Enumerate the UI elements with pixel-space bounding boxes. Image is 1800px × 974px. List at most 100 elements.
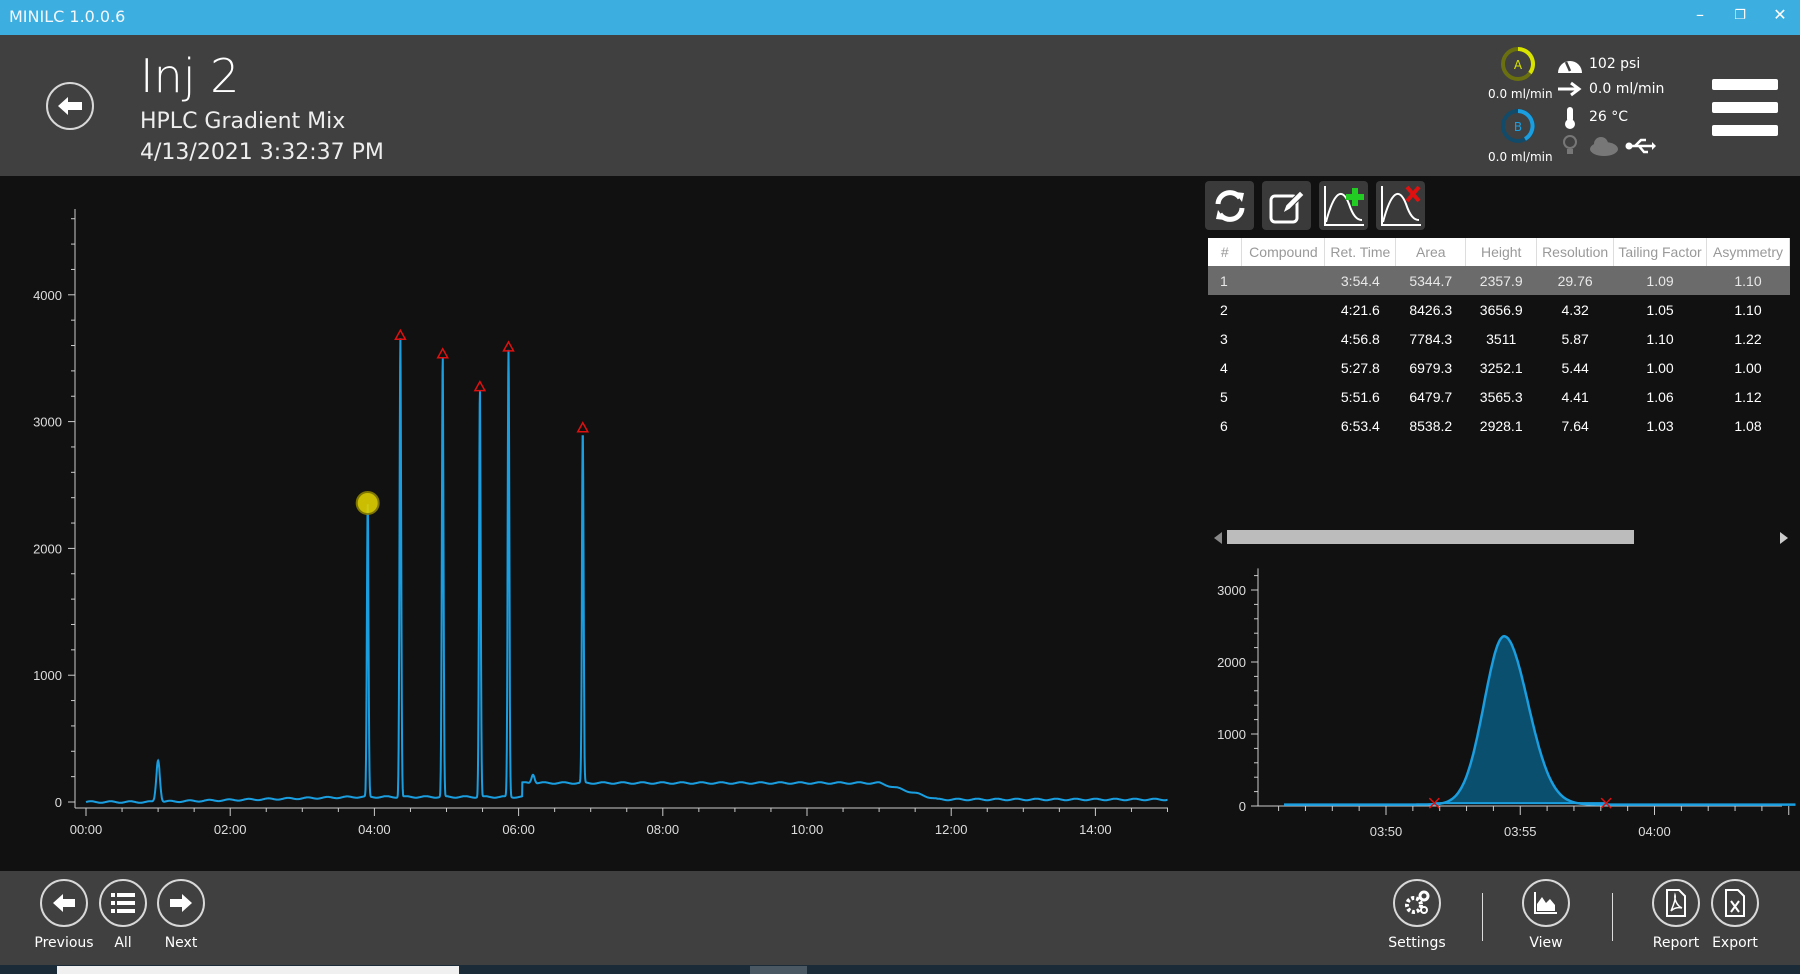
app-title: MINILC 1.0.0.6 bbox=[9, 7, 126, 26]
scroll-right-icon[interactable] bbox=[1780, 532, 1788, 544]
back-button[interactable] bbox=[46, 82, 94, 130]
table-header: # Compound Ret. Time Area Height Resolution Ta… bbox=[1208, 238, 1791, 266]
next-label: Next bbox=[164, 935, 198, 951]
table-row[interactable]: 6 6:53.4 8538.2 2928.1 7.64 1.03 1.08 bbox=[1208, 411, 1790, 440]
injection-datetime: 4/13/2021 3:32:37 PM bbox=[140, 140, 384, 165]
peak-toolbar bbox=[1205, 181, 1425, 230]
table-cell: 8426.3 bbox=[1409, 301, 1453, 318]
table-cell: 3 bbox=[1220, 330, 1228, 347]
next-button[interactable] bbox=[157, 879, 205, 927]
table-cell: 1.22 bbox=[1734, 330, 1762, 347]
x-tick-label: 08:00 bbox=[647, 822, 680, 837]
refresh-button[interactable] bbox=[1205, 181, 1254, 230]
report-label: Report bbox=[1652, 935, 1700, 951]
table-cell: 5 bbox=[1220, 388, 1228, 405]
y-tick-label: 4000 bbox=[33, 288, 62, 303]
restore-button[interactable]: ❐ bbox=[1734, 8, 1746, 23]
x-tick-label: 14:00 bbox=[1079, 822, 1112, 837]
x-tick-label: 03:50 bbox=[1370, 824, 1403, 839]
table-cell: 1.00 bbox=[1646, 359, 1674, 376]
report-button[interactable] bbox=[1652, 879, 1700, 927]
edit-button[interactable] bbox=[1262, 181, 1311, 230]
title-bar: MINILC 1.0.0.6 – ❐ ✕ bbox=[0, 0, 1800, 35]
y-tick-label: 3000 bbox=[33, 415, 62, 430]
table-cell: 1 bbox=[1208, 266, 1242, 295]
peak-marker bbox=[576, 421, 590, 433]
export-button[interactable] bbox=[1711, 879, 1759, 927]
table-cell: 7784.3 bbox=[1409, 330, 1453, 347]
pump-a-label: A bbox=[1514, 58, 1523, 72]
table-cell: 1.09 bbox=[1613, 266, 1707, 295]
pressure-gauge-icon bbox=[1558, 61, 1582, 73]
table-row[interactable]: 4 5:27.8 6979.3 3252.1 5.44 1.00 1.00 bbox=[1208, 353, 1790, 382]
peak-area-fill bbox=[1434, 636, 1607, 805]
x-tick-label: 06:00 bbox=[502, 822, 535, 837]
peak-detail-chart[interactable]: 0 1000 2000 3000 03:50 03:55 04:00 bbox=[1200, 556, 1800, 866]
column-header[interactable]: Resolution bbox=[1536, 238, 1615, 266]
minimize-button[interactable]: – bbox=[1696, 5, 1704, 24]
table-cell: 6:53.4 bbox=[1340, 417, 1380, 434]
peak-trace bbox=[1284, 634, 1796, 806]
table-cell bbox=[1242, 382, 1325, 411]
taskbar bbox=[0, 965, 1800, 974]
peak-table: # Compound Ret. Time Area Height Resolution Ta… bbox=[1208, 238, 1791, 440]
taskbar-item[interactable] bbox=[57, 966, 459, 974]
edit-icon bbox=[1269, 189, 1305, 223]
menu-button[interactable] bbox=[1712, 79, 1778, 149]
column-header[interactable]: # bbox=[1208, 238, 1243, 266]
table-cell: 2357.9 bbox=[1465, 266, 1537, 295]
table-cell: 3252.1 bbox=[1479, 359, 1523, 376]
flow-arrow-icon bbox=[1558, 81, 1582, 97]
add-peak-icon bbox=[1323, 185, 1364, 226]
table-row[interactable]: 1 3:54.4 5344.7 2357.9 29.76 1.09 1.10 bbox=[1208, 266, 1790, 295]
pump-a-gauge-icon: A bbox=[1501, 47, 1535, 81]
column-header[interactable]: Height bbox=[1465, 238, 1538, 266]
table-cell bbox=[1242, 353, 1325, 382]
all-button[interactable] bbox=[99, 879, 147, 927]
selected-peak-marker bbox=[355, 491, 380, 516]
table-cell: 1.00 bbox=[1734, 359, 1762, 376]
table-row[interactable]: 3 4:56.8 7784.3 3511 5.87 1.10 1.22 bbox=[1208, 324, 1790, 353]
column-header[interactable]: Tailing Factor bbox=[1613, 238, 1707, 266]
table-row[interactable]: 5 5:51.6 6479.7 3565.3 4.41 1.06 1.12 bbox=[1208, 382, 1790, 411]
x-tick-label: 03:55 bbox=[1504, 824, 1537, 839]
settings-button[interactable] bbox=[1393, 879, 1441, 927]
lamp-icon bbox=[1563, 135, 1577, 154]
all-label: All bbox=[114, 935, 132, 951]
remove-peak-button[interactable] bbox=[1376, 181, 1425, 230]
scroll-left-icon[interactable] bbox=[1214, 532, 1222, 544]
gears-icon bbox=[1405, 890, 1430, 914]
peak-marker bbox=[436, 347, 449, 359]
page-title: Inj 2 bbox=[140, 49, 240, 103]
scrollbar-thumb[interactable] bbox=[1227, 530, 1634, 544]
taskbar-item[interactable] bbox=[750, 966, 807, 974]
column-header[interactable]: Area bbox=[1395, 238, 1467, 266]
arrow-left-icon bbox=[53, 894, 75, 912]
column-header[interactable]: Asymmetry bbox=[1706, 238, 1791, 266]
table-cell: 1.12 bbox=[1734, 388, 1762, 405]
integration-marker bbox=[1600, 797, 1612, 809]
x-tick-label: 02:00 bbox=[214, 822, 247, 837]
close-button[interactable]: ✕ bbox=[1773, 5, 1787, 24]
table-cell bbox=[1242, 295, 1325, 324]
column-header[interactable]: Compound bbox=[1241, 238, 1326, 266]
remove-peak-icon bbox=[1380, 185, 1421, 226]
chromatogram-chart[interactable]: 0 1000 2000 3000 4000 00:00 02:00 04:00 06:00 08:… bbox=[0, 176, 1190, 871]
y-tick-label: 1000 bbox=[33, 668, 62, 683]
integration-marker bbox=[1428, 797, 1440, 809]
add-peak-button[interactable] bbox=[1319, 181, 1368, 230]
view-button[interactable] bbox=[1522, 879, 1570, 927]
table-row[interactable]: 2 4:21.6 8426.3 3656.9 4.32 1.05 1.10 bbox=[1208, 295, 1790, 324]
hamburger-bar bbox=[1712, 125, 1778, 136]
column-header[interactable]: Ret. Time bbox=[1324, 238, 1397, 266]
chromatogram-trace bbox=[85, 338, 1168, 804]
table-cell bbox=[1242, 411, 1325, 440]
y-tick-label: 0 bbox=[55, 795, 62, 810]
table-cell: 1.10 bbox=[1646, 330, 1674, 347]
list-icon bbox=[111, 893, 135, 913]
table-horizontal-scrollbar[interactable] bbox=[1214, 530, 1790, 544]
table-cell: 5:27.8 bbox=[1340, 359, 1380, 376]
y-tick-label: 2000 bbox=[1217, 655, 1246, 670]
previous-button[interactable] bbox=[40, 879, 88, 927]
table-cell: 3656.9 bbox=[1479, 301, 1523, 318]
